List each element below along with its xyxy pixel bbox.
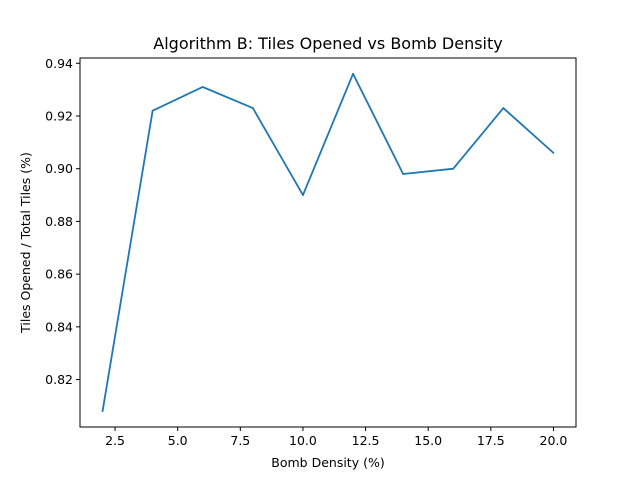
axes-frame [79,57,577,428]
x-tick-label: 2.5 [105,433,125,448]
y-tick-label: 0.90 [45,161,73,176]
chart-title: Algorithm B: Tiles Opened vs Bomb Densit… [153,34,502,53]
data-point [502,107,505,109]
x-tick-label: 15.0 [414,433,442,448]
data-point [101,410,104,413]
data-point [151,109,154,112]
x-axis-label: Bomb Density (%) [271,455,384,470]
data-point [251,107,254,109]
y-tick-label: 0.84 [45,319,73,334]
x-tick-label: 20.0 [540,433,568,448]
data-point [452,167,455,170]
y-tick-label: 0.92 [45,108,73,123]
y-tick-label: 0.88 [45,214,73,229]
x-tick-label: 10.0 [289,433,317,448]
x-tick-label: 5.0 [168,433,188,448]
data-point [552,151,555,154]
x-tick-label: 17.5 [477,433,505,448]
data-point [402,173,405,175]
data-point [302,194,304,196]
data-point [352,72,354,75]
x-axis: 2.5 5.0 7.5 10.0 12.5 15.0 17.5 20.0 [105,427,567,448]
y-tick-label: 0.82 [45,372,73,387]
data-point [201,86,204,88]
series-line [101,72,555,412]
x-tick-label: 7.5 [230,433,250,448]
series-layer [101,72,555,413]
y-tick-label: 0.86 [45,267,73,282]
plot-area: 2.5 5.0 7.5 10.0 12.5 15.0 17.5 20.0 0.820.840.… [45,56,577,448]
y-axis-label: Tiles Opened / Total Tiles (%) [18,152,33,334]
y-axis: 0.82 0.84 0.86 0.88 0.90 0.92 0.94 [45,56,80,387]
y-tick-label: 0.94 [45,56,73,71]
x-tick-label: 12.5 [352,433,380,448]
